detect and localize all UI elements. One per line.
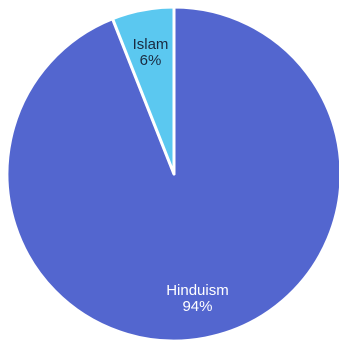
pie-labels: Hinduism 94% Islam 6% xyxy=(133,36,229,315)
slice-label-value: 94% xyxy=(182,298,212,315)
pie-slices xyxy=(5,5,339,340)
slice-label-value: 6% xyxy=(140,52,162,69)
pie-slice-islam xyxy=(111,5,176,176)
pie-label-islam: Islam 6% xyxy=(133,36,169,69)
pie-label-hinduism: Hinduism 94% xyxy=(166,282,229,315)
slice-label-name: Islam xyxy=(133,36,169,53)
slice-label-name: Hinduism xyxy=(166,282,229,299)
